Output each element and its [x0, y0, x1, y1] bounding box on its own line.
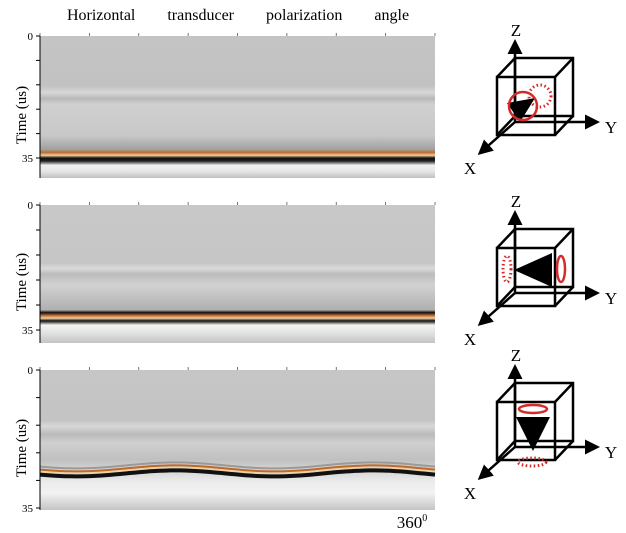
pattern-ring [557, 256, 565, 282]
y-axis-label: Time (us) [14, 253, 30, 311]
cube-edge [555, 441, 573, 460]
cube-edge [555, 116, 573, 135]
page: {"header": {"title": "Horizontal transdu… [0, 0, 626, 533]
axis-x-label: X [464, 484, 476, 503]
axis-z-label: Z [511, 346, 521, 365]
y-axis-label: Time (us) [14, 419, 30, 477]
y-axis-label: Time (us) [14, 86, 30, 144]
source-triangle [514, 253, 552, 287]
cube-edge [497, 58, 515, 77]
cube-edge [555, 383, 573, 402]
axis-x-label: X [464, 330, 476, 349]
x-end-label: 3600 [397, 513, 428, 532]
cube-edge [555, 58, 573, 77]
figure: Horizontal transducer polarization angle… [0, 0, 626, 533]
axis-y-label: Y [605, 443, 617, 462]
cube-edge [497, 383, 515, 402]
seismic-panel [40, 370, 435, 510]
pattern-dotted [503, 256, 511, 282]
y-tick-label: 0 [28, 365, 34, 377]
y-tick-label: 35 [22, 503, 34, 515]
cube-diagram: Z Y X [464, 21, 617, 178]
y-tick-label: 35 [22, 153, 34, 165]
seismic-panel [40, 205, 435, 343]
cube-edge [497, 229, 515, 248]
cube-diagram: Z Y X [464, 346, 617, 503]
axis-y-label: Y [605, 289, 617, 308]
cube-edge [555, 287, 573, 306]
cube-diagram: Z Y X [464, 192, 617, 349]
axis-y-label: Y [605, 118, 617, 137]
x-end-value: 360 [397, 513, 423, 532]
y-tick-label: 0 [28, 31, 34, 43]
figure-title: Horizontal transducer polarization angle [67, 7, 409, 24]
axis-z-label: Z [511, 21, 521, 40]
y-tick-label: 0 [28, 200, 34, 212]
pattern-ring [519, 405, 547, 413]
axis-z-label: Z [511, 192, 521, 211]
y-tick-label: 35 [22, 325, 34, 337]
seismic-panel [40, 36, 435, 178]
axis-x-label: X [464, 159, 476, 178]
cube-edge [555, 229, 573, 248]
x-end-sup: 0 [422, 513, 427, 524]
